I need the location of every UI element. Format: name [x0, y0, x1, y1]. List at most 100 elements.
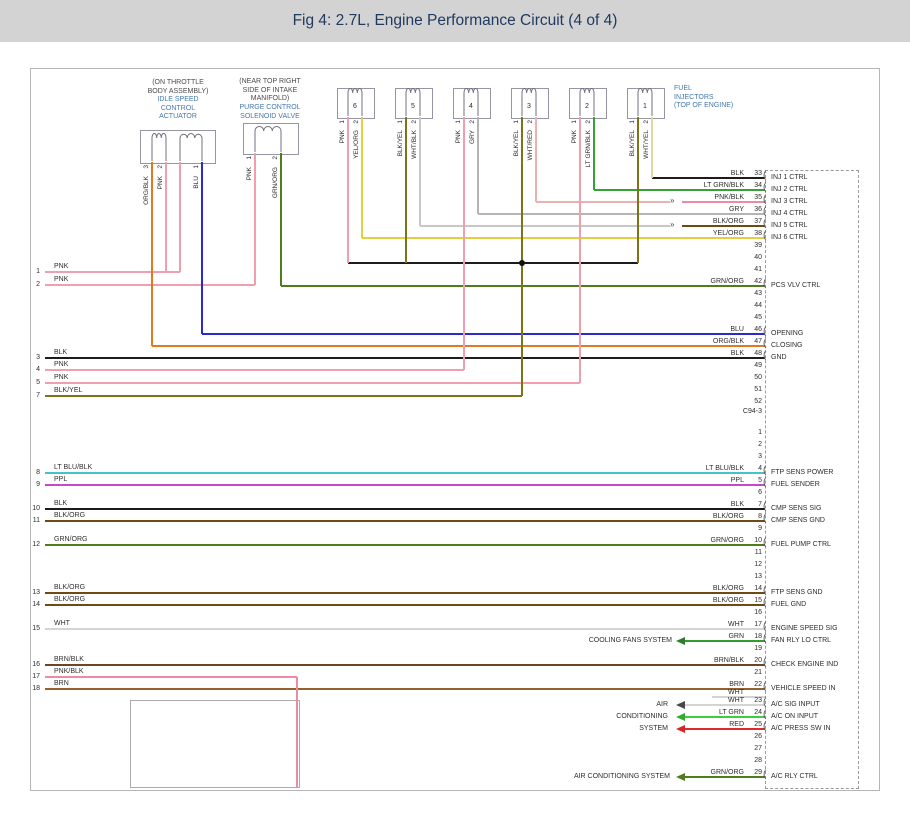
right-pin-signal-label: INJ 2 CTRL	[771, 186, 808, 193]
right-pin-number: 39	[754, 242, 762, 249]
ecm-connector-box	[765, 170, 859, 789]
lead-wire-label: BLU	[193, 176, 200, 189]
right-pin-wire-label: GRN	[728, 633, 744, 640]
right-pin-bracket: (	[763, 769, 767, 780]
right-pin-signal-label: A/C ON INPUT	[771, 713, 819, 720]
right-pin-wire-label: GRN/ORG	[710, 278, 744, 285]
left-pin-number: 17	[32, 673, 40, 680]
right-pin-number: 34	[754, 182, 762, 189]
left-pin-wire-label: WHT	[54, 620, 70, 627]
wire	[593, 117, 595, 190]
right-pin-number: 9	[758, 525, 762, 532]
component-note: (NEAR TOP RIGHT	[239, 78, 301, 85]
right-pin-number: 26	[754, 733, 762, 740]
wire	[45, 628, 765, 630]
lead-wire-label: PNK	[246, 167, 253, 181]
wire	[594, 189, 765, 191]
right-pin-number: 11	[754, 549, 762, 556]
component-note: (ON THROTTLE	[152, 79, 204, 86]
left-pin-wire-label: BLK/ORG	[54, 596, 86, 603]
component-name: FUEL	[674, 85, 692, 92]
right-pin-signal-label: CMP SENS GND	[771, 517, 825, 524]
lead-wire-label: PNK	[157, 176, 164, 190]
connector-label: C94-3	[742, 408, 762, 415]
right-pin-number: 18	[754, 633, 762, 640]
right-pin-number: 10	[754, 537, 762, 544]
wire	[652, 177, 765, 179]
right-pin-wire-label: BLK/ORG	[712, 585, 744, 592]
right-pin-wire-label: GRY	[728, 206, 744, 213]
right-pin-signal-label: INJ 3 CTRL	[771, 198, 808, 205]
wire	[45, 688, 765, 690]
wire	[254, 153, 256, 285]
left-pin-number: 16	[32, 661, 40, 668]
right-pin-wire-label: WHT	[728, 689, 744, 696]
lead-wire-label: GRY	[469, 130, 476, 144]
wire	[280, 153, 282, 286]
right-pin-number: 43	[754, 290, 762, 297]
right-pin-number: 28	[754, 757, 762, 764]
right-pin-number: 3	[758, 453, 762, 460]
right-pin-wire-label: PPL	[730, 477, 744, 484]
right-pin-signal-label: ENGINE SPEED SIG	[771, 625, 838, 632]
wire	[685, 704, 765, 706]
wire	[712, 696, 765, 698]
wire	[45, 664, 765, 666]
right-pin-bracket: (	[763, 621, 767, 632]
left-pin-wire-label: GRN/ORG	[54, 536, 88, 543]
right-pin-signal-label: CMP SENS SIG	[771, 505, 822, 512]
right-pin-bracket: (	[763, 513, 767, 524]
lead-pin-number: 2	[157, 165, 164, 169]
wire	[463, 117, 465, 370]
purge-box	[243, 123, 299, 155]
right-pin-bracket: (	[763, 477, 767, 488]
right-pin-number: 35	[754, 194, 762, 201]
component-note: BODY ASSEMBLY)	[147, 87, 209, 95]
lead-wire-label: LT GRN/BLK	[585, 130, 592, 168]
lead-wire-label: PNK	[571, 130, 578, 144]
left-pin-wire-label: PNK	[54, 276, 69, 283]
wire	[45, 271, 180, 273]
right-pin-bracket: (	[763, 170, 767, 181]
right-pin-wire-label: WHT	[728, 697, 744, 704]
right-pin-number: 36	[754, 206, 762, 213]
right-pin-number: 19	[754, 645, 762, 652]
title-bar: Fig 4: 2.7L, Engine Performance Circuit …	[0, 0, 910, 42]
right-pin-number: 45	[754, 314, 762, 321]
wire	[347, 117, 349, 263]
right-pin-number: 37	[754, 218, 762, 225]
wire	[45, 676, 297, 678]
right-pin-number: 52	[754, 398, 762, 405]
right-pin-bracket: (	[763, 585, 767, 596]
wire	[420, 225, 670, 227]
right-pin-signal-label: CHECK ENGINE IND	[771, 661, 839, 668]
isc-box	[140, 130, 216, 164]
wire	[362, 237, 765, 239]
wire	[45, 382, 580, 384]
right-pin-signal-label: INJ 5 CTRL	[771, 222, 808, 229]
right-pin-number: 33	[754, 170, 762, 177]
component-name: ACTUATOR	[159, 113, 197, 120]
lead-pin-number: 1	[455, 120, 462, 124]
left-pin-wire-label: BRN/BLK	[54, 656, 84, 663]
lead-wire-label: BLK/YEL	[397, 130, 404, 157]
left-pin-number: 14	[32, 601, 40, 608]
right-pin-number: 20	[754, 657, 762, 664]
lead-wire-label: ORG/BLK	[143, 176, 150, 205]
injector-number: 5	[411, 103, 415, 110]
wire-arrow-icon	[676, 637, 685, 645]
junction-dot	[519, 260, 525, 266]
left-pin-number: 12	[32, 541, 40, 548]
lead-wire-label: WHT/BLK	[411, 130, 418, 159]
lead-pin-number: 2	[643, 120, 650, 124]
right-pin-bracket: (	[763, 633, 767, 644]
right-pin-number: 29	[754, 769, 762, 776]
wire-arrow-icon	[676, 725, 685, 733]
lead-pin-number: 1	[193, 165, 200, 169]
right-pin-bracket: (	[763, 501, 767, 512]
ac-system-label: SYSTEM	[639, 725, 668, 732]
splice-icon: »	[670, 220, 675, 229]
wire	[405, 117, 407, 263]
lead-pin-number: 1	[571, 120, 578, 124]
right-pin-number: 13	[754, 573, 762, 580]
